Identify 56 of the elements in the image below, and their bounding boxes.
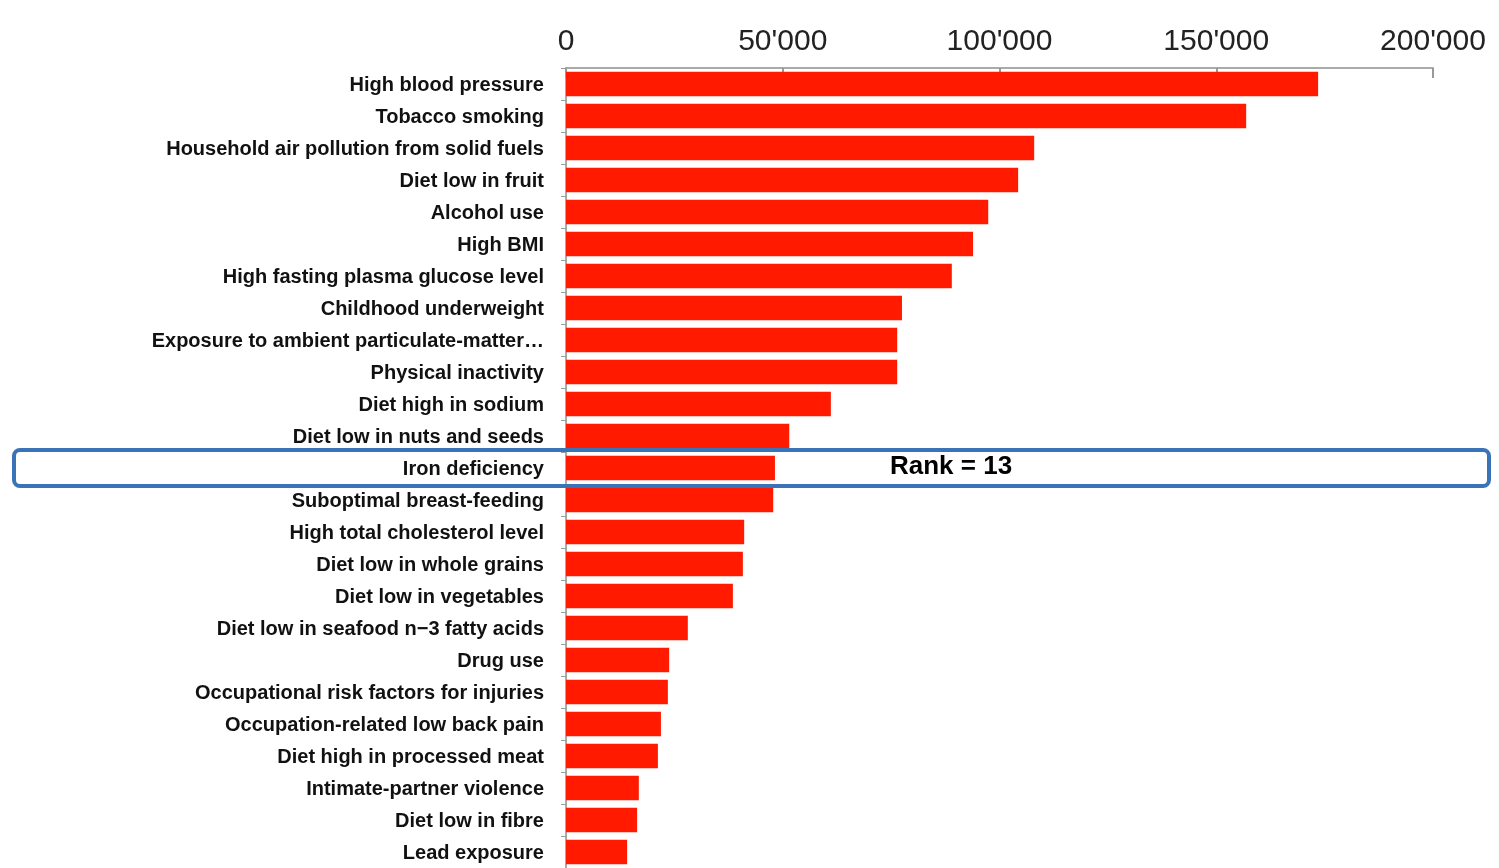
bar — [566, 679, 668, 705]
bar — [566, 807, 638, 833]
bar — [566, 583, 733, 609]
bar — [566, 295, 902, 321]
bar — [566, 711, 661, 737]
bar — [566, 359, 898, 385]
bar — [566, 231, 974, 257]
y-tick-label: Intimate-partner violence — [306, 777, 544, 799]
bar — [566, 263, 952, 289]
bar — [566, 647, 670, 673]
y-tick-label: Diet low in whole grains — [316, 553, 544, 575]
y-tick-label: Diet low in vegetables — [335, 585, 544, 607]
x-tick-label: 200'000 — [1380, 22, 1486, 56]
y-tick-label: Occupational risk factors for injuries — [195, 681, 544, 703]
y-tick-label: Alcohol use — [430, 201, 544, 223]
y-tick-label: Diet low in fruit — [399, 169, 545, 191]
bar — [566, 615, 688, 641]
x-tick-label: 0 — [557, 22, 575, 56]
y-tick-label: Diet low in nuts and seeds — [292, 425, 544, 447]
bar — [566, 551, 743, 577]
y-tick-label: High fasting plasma glucose level — [222, 265, 544, 287]
x-tick-label: 150'000 — [1163, 22, 1270, 56]
y-tick-label: Occupation-related low back pain — [225, 713, 544, 735]
bar — [566, 455, 775, 481]
y-tick-label: High BMI — [457, 233, 544, 255]
bar — [566, 423, 790, 449]
y-tick-label: Iron deficiency — [402, 457, 545, 479]
bar — [566, 839, 628, 865]
annotation: Rank = 13 — [890, 450, 1013, 480]
y-tick-label: Childhood underweight — [320, 297, 545, 319]
bar — [566, 487, 774, 513]
y-tick-label: High blood pressure — [349, 73, 544, 95]
y-tick-label: Exposure to ambient particulate-matter… — [151, 329, 544, 351]
bar — [566, 743, 658, 769]
bar — [566, 167, 1019, 193]
bar — [566, 71, 1319, 97]
y-tick-label: Tobacco smoking — [375, 105, 544, 127]
bar — [566, 199, 989, 225]
y-tick-label: Diet low in fibre — [395, 809, 544, 831]
x-tick-label: 100'000 — [946, 22, 1053, 56]
y-tick-label: Lead exposure — [402, 841, 544, 863]
y-tick-label: Diet high in sodium — [358, 393, 544, 415]
bar — [566, 391, 831, 417]
x-tick-label: 50'000 — [738, 22, 828, 56]
bar — [566, 775, 639, 801]
bar — [566, 327, 898, 353]
y-tick-label: Drug use — [457, 649, 544, 671]
bar — [566, 103, 1247, 129]
y-tick-label: High total cholesterol level — [289, 521, 544, 543]
y-tick-label: Diet high in processed meat — [277, 745, 545, 767]
y-tick-label: Physical inactivity — [370, 361, 545, 383]
y-tick-label: Suboptimal breast-feeding — [291, 489, 544, 511]
bar — [566, 519, 745, 545]
bar — [566, 135, 1035, 161]
y-tick-label: Diet low in seafood n−3 fatty acids — [216, 617, 544, 639]
y-tick-label: Household air pollution from solid fuels — [166, 137, 544, 159]
